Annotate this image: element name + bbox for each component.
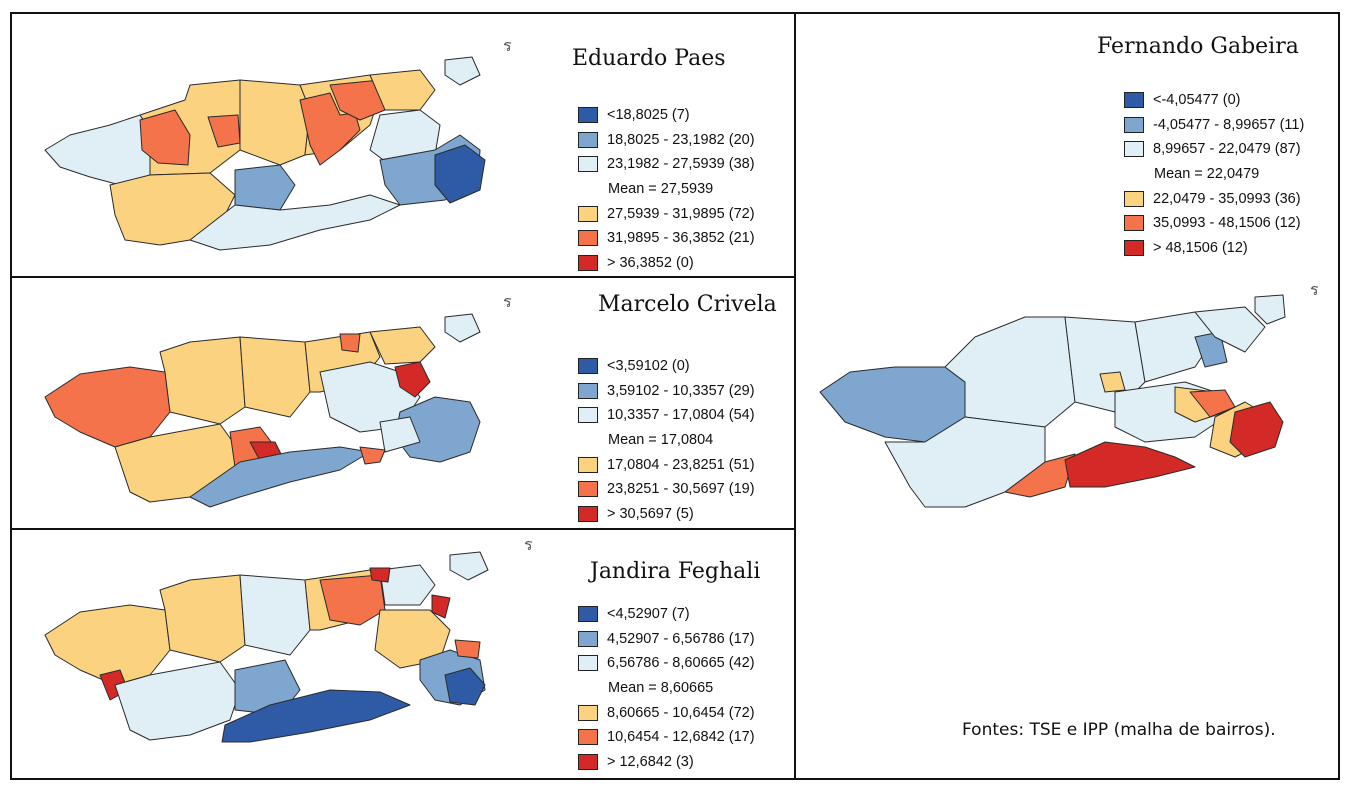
region-barra (221, 689, 411, 743)
legend-item: <4,52907 (7) (578, 602, 755, 627)
region-north-red (319, 574, 386, 626)
region-east-north (369, 326, 436, 365)
map-crivela (44, 313, 481, 508)
legend-item: 31,9895 - 36,3852 (21) (578, 226, 755, 251)
figure-frame (10, 12, 1340, 780)
legend-item: <18,8025 (7) (578, 103, 755, 128)
north-arrow-icon: ร (503, 36, 512, 55)
legend-item: 23,1982 - 27,5939 (38) (578, 152, 755, 177)
legend-item: 10,6454 - 12,6842 (17) (578, 725, 755, 750)
legend-mean: Mean = 27,5939 (608, 180, 714, 197)
row-divider-1 (10, 276, 796, 278)
title-paes: Eduardo Paes (572, 46, 726, 71)
region-zona-sul-light (379, 416, 421, 453)
legend-item: 22,0479 - 35,0993 (36) (1124, 186, 1304, 211)
north-arrow-icon: ร (1310, 280, 1319, 299)
title-gabeira: Fernando Gabeira (1097, 34, 1299, 59)
region-ilha (449, 551, 489, 581)
legend-item: 6,56786 - 8,60665 (42) (578, 651, 755, 676)
legend-item: > 30,5697 (5) (578, 502, 755, 527)
legend-mean: Mean = 22,0479 (1154, 165, 1260, 182)
legend-item: > 12,6842 (3) (578, 750, 755, 775)
map-feghali (44, 551, 489, 743)
region-center-yellow (1099, 371, 1126, 393)
region-zona-sul (434, 144, 486, 204)
region-ilha (1254, 294, 1286, 325)
region-west (44, 604, 171, 686)
region-center-red (207, 114, 241, 148)
region-north-red (299, 92, 361, 166)
region-west-north (159, 574, 246, 663)
region-center (239, 336, 311, 418)
region-south-red (359, 446, 386, 465)
region-north-blue (1194, 331, 1228, 368)
legend-item: > 36,3852 (0) (578, 251, 755, 276)
region-ilha (444, 56, 481, 86)
region-east-red (454, 639, 481, 659)
legend-item: <-4,05477 (0) (1124, 88, 1304, 113)
region-center (239, 79, 311, 166)
legend-paes: <18,8025 (7) 18,8025 - 23,1982 (20) 23,1… (578, 103, 755, 275)
legend-item: -4,05477 - 8,99657 (11) (1124, 113, 1304, 138)
legend-crivela: <3,59102 (0) 3,59102 - 10,3357 (29) 10,3… (578, 354, 755, 526)
region-east-north (379, 564, 436, 606)
region-ilha-red (431, 594, 451, 619)
legend-item: 23,8251 - 30,5697 (19) (578, 477, 755, 502)
legend-item: 10,3357 - 17,0804 (54) (578, 403, 755, 428)
map-gabeira (819, 294, 1286, 508)
region-west (44, 114, 151, 186)
region-ilha (444, 313, 481, 343)
legend-mean: Mean = 8,60665 (608, 679, 714, 696)
legend-item: 35,0993 - 48,1506 (12) (1124, 211, 1304, 236)
legend-gabeira: <-4,05477 (0) -4,05477 - 8,99657 (11) 8,… (1124, 88, 1304, 260)
legend-item: 4,52907 - 6,56786 (17) (578, 627, 755, 652)
legend-mean: Mean = 17,0804 (608, 431, 714, 448)
region-zona-sul (444, 667, 486, 706)
legend-item: > 48,1506 (12) (1124, 236, 1304, 261)
legend-item: 17,0804 - 23,8251 (51) (578, 452, 755, 477)
region-east-north (369, 69, 436, 111)
row-divider-2 (10, 528, 796, 530)
region-jacarepagua (234, 164, 296, 211)
legend-item: 8,60665 - 10,6454 (72) (578, 700, 755, 725)
region-red-north (394, 361, 431, 398)
region-east-north (1194, 306, 1266, 353)
column-divider (794, 12, 796, 780)
legend-item: 8,99657 - 22,0479 (87) (1124, 137, 1304, 162)
region-center (239, 574, 311, 656)
region-west-north (944, 316, 1076, 428)
region-barra (189, 446, 371, 508)
legend-feghali: <4,52907 (7) 4,52907 - 6,56786 (17) 6,56… (578, 602, 755, 774)
region-west (44, 366, 171, 448)
map-paes (44, 56, 486, 251)
legend-item: 18,8025 - 23,1982 (20) (578, 128, 755, 153)
north-arrow-icon: ร (524, 535, 533, 554)
title-crivela: Marcelo Crivela (598, 292, 777, 317)
region-north-red (339, 333, 361, 353)
north-arrow-icon: ร (503, 292, 512, 311)
region-barra-red (1064, 441, 1196, 488)
region-north-red-top (369, 567, 391, 583)
source-note: Fontes: TSE e IPP (malha de bairros). (962, 720, 1276, 740)
region-west-north (159, 336, 246, 425)
title-feghali: Jandira Feghali (590, 559, 761, 584)
legend-item: 3,59102 - 10,3357 (29) (578, 379, 755, 404)
legend-item: <3,59102 (0) (578, 354, 755, 379)
legend-item: 27,5939 - 31,9895 (72) (578, 201, 755, 226)
region-south-west (114, 661, 241, 741)
region-zona-sul-red (1229, 401, 1284, 458)
region-north-red-2 (329, 79, 386, 121)
region-red-west (139, 109, 191, 166)
